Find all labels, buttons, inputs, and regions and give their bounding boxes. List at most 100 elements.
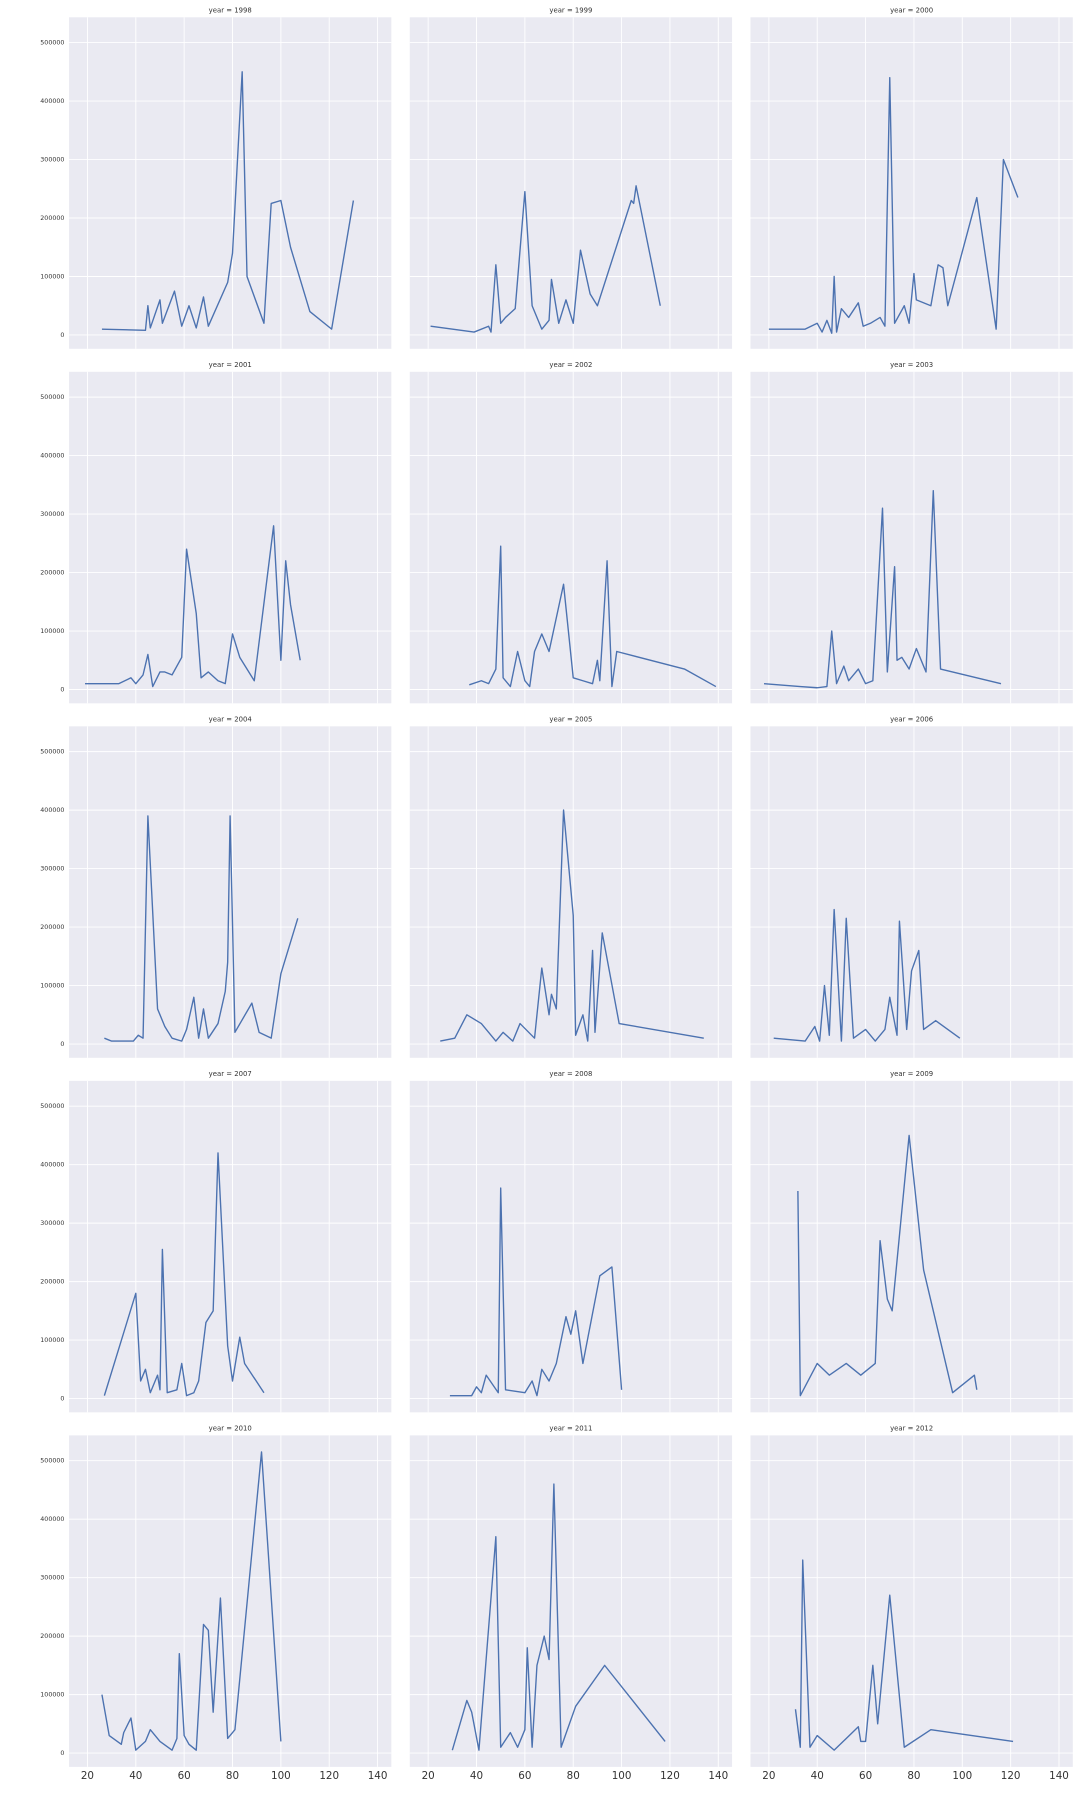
data-line xyxy=(797,1134,978,1397)
x-tick-label: 100 xyxy=(952,1770,972,1782)
y-tick-label: 100000 xyxy=(40,273,64,280)
plot-background xyxy=(750,1080,1073,1413)
facet: 20 40 60 80 100 120 140 year = 2011 xyxy=(409,1424,733,1782)
facet-title: year = 2012 xyxy=(890,1424,933,1432)
facet: year = 2003 xyxy=(750,361,1073,704)
y-tick-label: 0 xyxy=(60,1750,64,1757)
plot-background xyxy=(750,726,1073,1058)
data-line xyxy=(451,1483,666,1751)
x-tick-label: 140 xyxy=(708,1770,728,1782)
facet-title: year = 1999 xyxy=(549,6,592,14)
x-tick-label: 40 xyxy=(811,1770,824,1782)
facet: 0 100000 200000 300000 400000 500000 20 40 60 80 1… xyxy=(40,1424,392,1782)
y-tick-label: 100000 xyxy=(40,983,64,990)
x-tick-label: 40 xyxy=(129,1770,142,1782)
y-tick-label: 200000 xyxy=(40,215,64,222)
y-tick-label: 300000 xyxy=(40,866,64,873)
y-tick-label: 500000 xyxy=(40,1458,64,1465)
y-tick-label: 400000 xyxy=(40,1162,64,1169)
plot-background xyxy=(69,17,392,349)
facet-title: year = 2007 xyxy=(209,1070,252,1078)
plot-background xyxy=(750,1435,1073,1767)
y-tick-label: 0 xyxy=(60,1041,64,1048)
facet-title: year = 2010 xyxy=(209,1424,252,1432)
plot-background xyxy=(69,726,392,1058)
facet-title: year = 2005 xyxy=(549,715,592,723)
x-tick-label: 100 xyxy=(612,1770,632,1782)
facet: year = 2008 xyxy=(409,1070,733,1413)
plot-background xyxy=(750,371,1073,704)
plot-background xyxy=(69,1435,392,1767)
y-tick-label: 0 xyxy=(60,1396,64,1403)
facet-title: year = 2008 xyxy=(549,1070,592,1078)
x-tick-label: 120 xyxy=(660,1770,680,1782)
data-line xyxy=(773,908,961,1042)
y-tick-label: 300000 xyxy=(40,1220,64,1227)
plot-background xyxy=(409,1435,733,1767)
facet: 0 100000 200000 300000 400000 500000 year = 20… xyxy=(40,361,392,704)
facet: 0 100000 200000 300000 400000 500000 year = 20… xyxy=(40,1070,392,1413)
x-tick-label: 120 xyxy=(1001,1770,1021,1782)
x-tick-label: 20 xyxy=(762,1770,775,1782)
x-tick-label: 120 xyxy=(319,1770,339,1782)
x-tick-label: 100 xyxy=(271,1770,291,1782)
y-tick-label: 100000 xyxy=(40,1337,64,1344)
facet-title: year = 2011 xyxy=(549,1424,592,1432)
x-tick-label: 20 xyxy=(81,1770,94,1782)
x-tick-label: 80 xyxy=(567,1770,580,1782)
data-line xyxy=(768,76,1019,334)
y-tick-label: 500000 xyxy=(40,394,64,401)
data-line xyxy=(449,1187,623,1397)
data-line xyxy=(440,809,704,1042)
facet: 0 100000 200000 300000 400000 500000 year = 19… xyxy=(40,6,392,349)
facet: year = 2006 xyxy=(750,715,1073,1058)
y-tick-label: 200000 xyxy=(40,1633,64,1640)
data-line xyxy=(103,1152,265,1397)
y-tick-label: 100000 xyxy=(40,628,64,635)
y-tick-label: 400000 xyxy=(40,1516,64,1523)
y-tick-label: 0 xyxy=(60,332,64,339)
data-line xyxy=(101,1451,282,1751)
plot-background xyxy=(409,371,733,704)
y-tick-label: 400000 xyxy=(40,98,64,105)
y-tick-label: 200000 xyxy=(40,924,64,931)
data-line xyxy=(85,525,301,688)
facet: year = 2000 xyxy=(750,6,1073,349)
x-tick-label: 60 xyxy=(178,1770,191,1782)
data-line xyxy=(104,815,299,1042)
facet-title: year = 2009 xyxy=(890,1070,933,1078)
x-tick-label: 80 xyxy=(226,1770,239,1782)
facet-title: year = 2006 xyxy=(890,715,933,723)
y-tick-label: 400000 xyxy=(40,807,64,814)
facet: 20 40 60 80 100 120 140 year = 2012 xyxy=(750,1424,1073,1782)
y-tick-label: 100000 xyxy=(40,1692,64,1699)
x-tick-label: 60 xyxy=(859,1770,872,1782)
facet-title: year = 2002 xyxy=(549,361,592,369)
x-tick-label: 140 xyxy=(1049,1770,1069,1782)
plot-background xyxy=(409,17,733,349)
data-line xyxy=(430,185,661,333)
facet: year = 2005 xyxy=(409,715,733,1058)
facet-title: year = 2003 xyxy=(890,361,933,369)
facet: 0 100000 200000 300000 400000 500000 year = 20… xyxy=(40,715,392,1058)
y-tick-label: 300000 xyxy=(40,511,64,518)
data-line xyxy=(763,489,1002,689)
y-tick-label: 200000 xyxy=(40,570,64,577)
y-tick-label: 300000 xyxy=(40,157,64,164)
x-tick-label: 80 xyxy=(907,1770,920,1782)
y-tick-label: 400000 xyxy=(40,453,64,460)
x-tick-label: 140 xyxy=(368,1770,388,1782)
x-tick-label: 40 xyxy=(470,1770,483,1782)
facet-title: year = 2001 xyxy=(209,361,252,369)
x-tick-label: 20 xyxy=(422,1770,435,1782)
y-tick-label: 0 xyxy=(60,687,64,694)
facet: year = 2009 xyxy=(750,1070,1073,1413)
y-tick-label: 500000 xyxy=(40,40,64,47)
y-tick-label: 200000 xyxy=(40,1279,64,1286)
y-tick-label: 500000 xyxy=(40,1103,64,1110)
plot-background xyxy=(409,1080,733,1413)
data-line xyxy=(469,545,717,688)
facet: year = 2002 xyxy=(409,361,733,704)
facet-title: year = 2004 xyxy=(209,715,252,723)
